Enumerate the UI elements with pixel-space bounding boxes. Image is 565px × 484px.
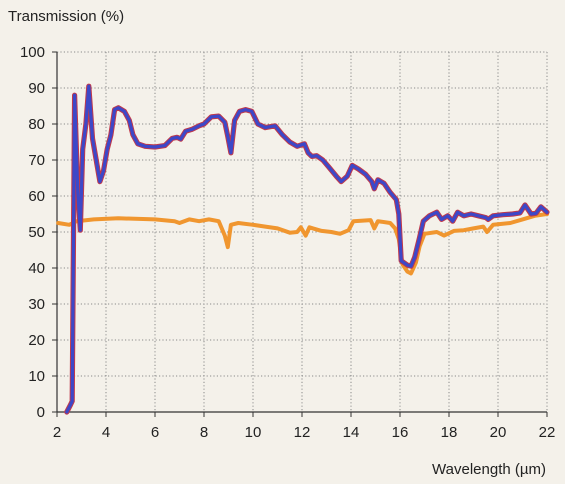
x-axis-title: Wavelength (µm) (432, 461, 546, 478)
y-tick-label: 50 (28, 224, 45, 241)
x-tick-label: 18 (441, 424, 458, 441)
series-2-line (65, 84, 549, 414)
x-tick-label: 22 (539, 424, 556, 441)
x-tick-label: 14 (343, 424, 360, 441)
tick-labels: 0 10 20 30 40 50 60 70 80 90 100 2 4 6 8 10 12 14 16 18 20 22 (20, 44, 555, 441)
y-tick-label: 10 (28, 368, 45, 385)
y-tick-label: 70 (28, 152, 45, 169)
x-tick-label: 16 (392, 424, 409, 441)
axes (52, 51, 548, 417)
y-tick-label: 90 (28, 80, 45, 97)
y-tick-label: 60 (28, 188, 45, 205)
series-1-line (56, 212, 549, 276)
y-tick-label: 80 (28, 116, 45, 133)
y-tick-label: 0 (37, 404, 45, 421)
y-tick-label: 40 (28, 260, 45, 277)
x-tick-label: 2 (53, 424, 61, 441)
y-tick-label: 100 (20, 44, 45, 61)
y-tick-label: 20 (28, 332, 45, 349)
y-tick-label: 30 (28, 296, 45, 313)
y-axis-title: Transmission (%) (8, 8, 124, 25)
series-group (56, 83, 550, 415)
x-tick-label: 20 (490, 424, 507, 441)
x-tick-label: 4 (102, 424, 110, 441)
grid-lines (57, 51, 548, 412)
x-tick-label: 8 (200, 424, 208, 441)
x-tick-label: 10 (245, 424, 262, 441)
x-tick-label: 12 (294, 424, 311, 441)
x-tick-label: 6 (151, 424, 159, 441)
